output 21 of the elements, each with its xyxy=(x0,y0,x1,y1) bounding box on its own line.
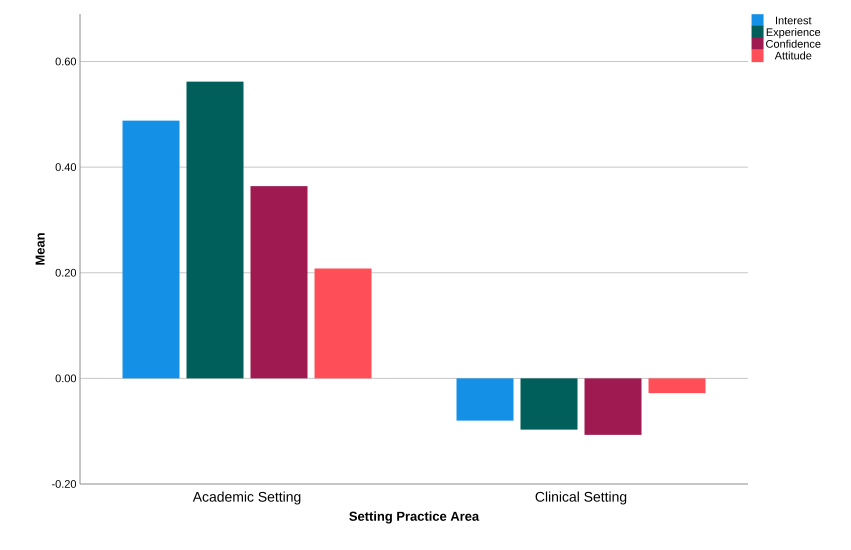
bar xyxy=(186,82,244,378)
y-tick-label: 0.40 xyxy=(56,163,76,172)
legend-label: Attitude xyxy=(774,51,812,60)
legend-label: Confidence xyxy=(766,40,820,48)
legend-label: Interest xyxy=(776,16,812,24)
y-axis-title: Mean xyxy=(36,233,45,265)
bar xyxy=(584,378,642,435)
bar xyxy=(314,268,372,378)
x-tick-label: Academic Setting xyxy=(192,492,300,504)
bar xyxy=(122,120,180,378)
bar xyxy=(648,378,706,394)
y-tick-label: 0.00 xyxy=(56,374,76,382)
y-tick-label: 0.20 xyxy=(56,268,76,277)
bar xyxy=(456,378,514,421)
x-tick-label: Clinical Setting xyxy=(536,492,626,504)
bar xyxy=(250,186,308,378)
bar xyxy=(520,378,578,430)
x-axis-title: Setting Practice Area xyxy=(349,511,480,524)
y-tick-label: 0.60 xyxy=(56,58,76,66)
y-tick-label: -0.20 xyxy=(52,480,76,488)
legend-label: Experience xyxy=(766,28,820,38)
